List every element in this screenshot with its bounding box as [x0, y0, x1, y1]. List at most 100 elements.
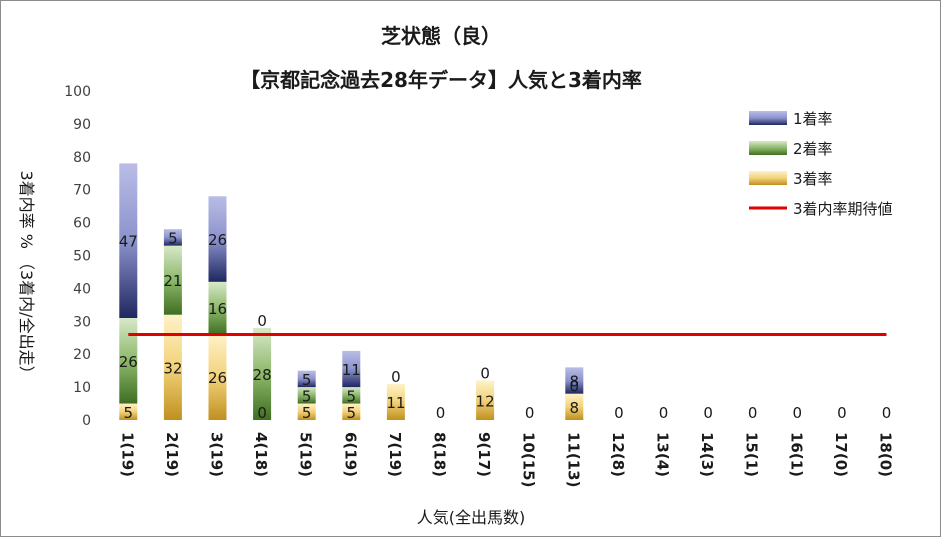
legend: 1着率 2着率 3着率 3着内率期待値 [749, 110, 893, 218]
data-label-3rd: 32 [163, 359, 182, 377]
bar-3rd [208, 334, 227, 420]
x-tick-label: 17(0) [832, 432, 850, 477]
data-label-3rd: 11 [386, 394, 405, 412]
x-tick-label: 14(3) [698, 432, 716, 477]
data-label-1st: 5 [302, 371, 312, 389]
data-label-3rd: 0 [525, 404, 535, 422]
legend-swatch-1st [749, 111, 787, 125]
x-tick-label: 9(17) [475, 432, 493, 477]
y-tick-label: 70 [73, 183, 91, 199]
bar-2nd [342, 387, 361, 404]
y-tick-label: 100 [64, 84, 91, 100]
x-tick-label: 1(19) [118, 432, 136, 477]
data-label-3rd: 8 [570, 399, 580, 417]
data-label-3rd: 12 [476, 392, 495, 410]
x-tick-label: 15(1) [743, 432, 761, 477]
x-tick-label: 16(1) [787, 432, 805, 477]
bar-2nd [119, 318, 138, 404]
y-tick-label: 50 [73, 249, 91, 265]
x-tick-label: 12(8) [609, 432, 627, 477]
x-tick-label: 18(0) [877, 432, 895, 477]
data-label-2nd: 28 [253, 366, 272, 384]
x-tick-label: 10(15) [520, 432, 538, 487]
x-axis-label: 人気(全出馬数) [417, 508, 526, 527]
data-label-3rd: 0 [614, 404, 624, 422]
data-label-1st: 26 [208, 231, 227, 249]
x-tick-label: 5(19) [297, 432, 315, 477]
x-tick-label: 13(4) [654, 432, 672, 477]
x-tick-label: 11(13) [564, 432, 582, 487]
x-tick-label: 7(19) [386, 432, 404, 477]
bar-1st [119, 163, 138, 319]
y-tick-label: 40 [73, 281, 91, 297]
bar-1st [565, 367, 584, 394]
legend-3rd-label: 3着率 [793, 170, 833, 188]
data-label-1st: 47 [119, 233, 138, 251]
bar-3rd [119, 403, 138, 420]
bar-2nd [163, 245, 182, 315]
legend-expected-label: 3着内率期待値 [793, 200, 893, 218]
bar-3rd [163, 314, 182, 420]
data-label-3rd: 5 [124, 404, 134, 422]
y-axis-label: 3着内率 % （3着内/全出走） [17, 170, 36, 381]
bar-3rd [476, 380, 495, 420]
x-tick-label: 8(18) [431, 432, 449, 477]
legend-swatch-3rd [749, 171, 787, 185]
data-label-1st: 0 [391, 368, 401, 386]
data-label-3rd: 0 [882, 404, 892, 422]
y-tick-label: 20 [73, 347, 91, 363]
legend-1st-label: 1着率 [793, 110, 833, 128]
data-label-3rd: 0 [436, 404, 446, 422]
data-label-2nd: 0 [570, 378, 580, 396]
y-tick-label: 60 [73, 216, 91, 232]
data-label-3rd: 0 [257, 404, 267, 422]
y-tick-label: 80 [73, 150, 91, 166]
bar-1st [163, 229, 182, 246]
chart-title: 芝状態（良） [381, 24, 501, 48]
data-label-1st: 11 [342, 361, 361, 379]
data-label-3rd: 0 [748, 404, 758, 422]
bar-1st [297, 370, 316, 388]
data-label-3rd: 5 [302, 404, 312, 422]
data-label-2nd: 26 [119, 353, 138, 371]
chart-subtitle: 【京都記念過去28年データ】人気と3着内率 [240, 68, 642, 92]
data-label-1st: 0 [480, 365, 490, 383]
y-tick-label: 90 [73, 117, 91, 133]
data-label-3rd: 0 [703, 404, 713, 422]
x-tick-label: 2(19) [163, 432, 181, 477]
data-label-2nd: 5 [302, 387, 312, 405]
data-label-1st: 0 [257, 312, 267, 330]
y-tick-label: 0 [82, 413, 91, 429]
bar-3rd [342, 403, 361, 420]
data-label-1st: 8 [570, 373, 580, 391]
data-label-2nd: 16 [208, 300, 227, 318]
data-label-3rd: 0 [837, 404, 847, 422]
bar-3rd [565, 393, 584, 420]
legend-2nd-label: 2着率 [793, 140, 833, 158]
bar-2nd [208, 281, 227, 335]
x-tick-label: 4(18) [252, 432, 270, 477]
bar-3rd [386, 383, 405, 420]
data-label-2nd: 21 [163, 272, 182, 290]
data-label-3rd: 5 [347, 404, 357, 422]
bar-3rd [297, 403, 316, 420]
bar-2nd [297, 387, 316, 404]
legend-swatch-2nd [749, 141, 787, 155]
data-label-3rd: 26 [208, 369, 227, 387]
data-label-3rd: 0 [793, 404, 803, 422]
y-tick-label: 30 [73, 314, 91, 330]
bar-1st [342, 350, 361, 388]
bar-2nd [253, 327, 272, 420]
data-label-1st: 5 [168, 229, 178, 247]
x-tick-label: 3(19) [208, 432, 226, 477]
data-label-2nd: 5 [347, 387, 357, 405]
bar-1st [208, 196, 227, 282]
y-ticks: 0 10 20 30 40 50 60 70 80 90 100 [64, 84, 91, 429]
data-label-3rd: 0 [659, 404, 669, 422]
bars [119, 163, 584, 420]
y-tick-label: 10 [73, 380, 91, 396]
x-tick-label: 6(19) [341, 432, 359, 477]
